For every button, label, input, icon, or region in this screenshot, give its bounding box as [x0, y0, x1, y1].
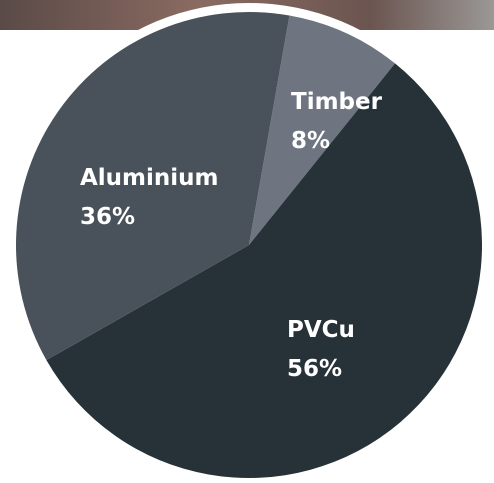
page: Timber8%PVCu56%Aluminium36% (() => { con…	[0, 0, 494, 483]
slice-value: 36%	[80, 204, 135, 230]
pie: Timber 8% PVCu 56% Aluminium 36%	[16, 12, 482, 478]
slice-label: Aluminium	[80, 165, 219, 191]
chart: Timber 8% PVCu 56% Aluminium 36%	[0, 0, 494, 483]
slice-label: Timber	[291, 89, 383, 115]
slice-label: PVCu	[287, 317, 355, 343]
slice-value: 56%	[287, 356, 342, 382]
slice-value: 8%	[291, 128, 330, 154]
